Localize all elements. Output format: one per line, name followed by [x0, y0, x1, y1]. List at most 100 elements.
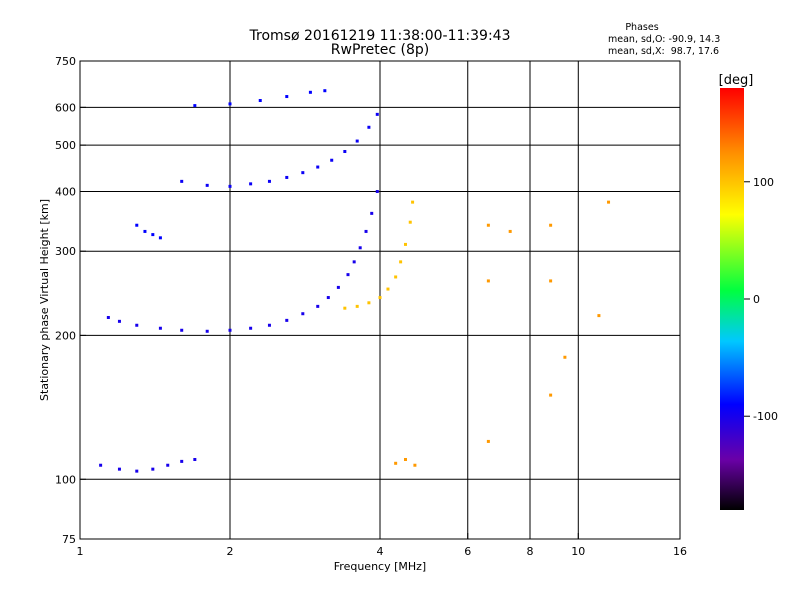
- data-point: [364, 229, 368, 233]
- stats-x-line: mean, sd,X: 98.7, 17.6: [608, 46, 719, 57]
- y-tick-label: 600: [55, 101, 76, 114]
- colorbar-tick-label: -100: [753, 410, 778, 423]
- data-point: [563, 355, 567, 359]
- data-point: [316, 304, 320, 308]
- data-point: [386, 287, 390, 291]
- data-point: [135, 223, 139, 227]
- data-point: [316, 165, 320, 169]
- y-tick-label: 300: [55, 245, 76, 258]
- data-point: [117, 319, 121, 323]
- y-axis-label: Stationary phase Virtual Height [km]: [38, 199, 51, 401]
- data-point: [355, 304, 359, 308]
- data-point: [143, 229, 147, 233]
- data-point: [411, 200, 415, 204]
- colorbar-label: [deg]: [719, 73, 754, 88]
- y-axis-ticks: 75 100 200 300 400 500 600 750: [55, 55, 86, 546]
- data-point: [285, 95, 289, 99]
- data-point: [336, 285, 340, 289]
- data-point: [285, 318, 289, 322]
- data-point: [180, 179, 184, 183]
- data-point: [486, 223, 490, 227]
- data-point: [549, 279, 553, 283]
- colorbar-tick-label: 100: [753, 176, 774, 189]
- y-tick-label: 400: [55, 185, 76, 198]
- data-point: [228, 184, 232, 188]
- data-point: [370, 211, 374, 215]
- chart-subtitle: RwPretec (8p): [331, 42, 429, 58]
- data-point: [403, 242, 407, 246]
- data-point: [228, 102, 232, 106]
- data-point: [343, 306, 347, 310]
- x-tick-label: 2: [227, 545, 234, 558]
- data-point: [267, 323, 271, 327]
- data-point: [343, 149, 347, 153]
- data-point: [346, 273, 350, 277]
- data-point: [249, 326, 253, 330]
- colorbar-ticks: -100 0 100: [744, 176, 778, 423]
- data-point: [99, 463, 103, 467]
- data-point: [597, 314, 601, 318]
- grid-lines: [80, 61, 680, 539]
- data-point: [326, 296, 330, 300]
- x-tick-label: 8: [527, 545, 534, 558]
- data-point: [135, 323, 139, 327]
- colorbar: [720, 88, 744, 510]
- data-point: [193, 104, 197, 108]
- data-point: [205, 183, 209, 187]
- data-point: [193, 457, 197, 461]
- y-tick-label: 100: [55, 473, 76, 486]
- y-tick-label: 200: [55, 329, 76, 342]
- data-point: [330, 158, 334, 162]
- data-point: [267, 179, 271, 183]
- data-point: [508, 229, 512, 233]
- x-axis-label: Frequency [MHz]: [334, 560, 426, 573]
- data-point: [158, 326, 162, 330]
- data-point: [394, 461, 398, 465]
- chart-title: Tromsø 20161219 11:38:00-11:39:43: [249, 28, 511, 44]
- data-point: [367, 125, 371, 129]
- y-tick-label: 75: [62, 533, 76, 546]
- data-point: [549, 393, 553, 397]
- data-point: [151, 467, 155, 471]
- data-point: [285, 175, 289, 179]
- stats-heading: Phases: [625, 22, 658, 33]
- data-point: [205, 329, 209, 333]
- data-point: [258, 99, 262, 103]
- x-tick-label: 1: [77, 545, 84, 558]
- data-point: [355, 139, 359, 143]
- data-point: [106, 315, 110, 319]
- data-point: [135, 469, 139, 473]
- data-point: [399, 260, 403, 264]
- data-point: [607, 200, 611, 204]
- data-point: [413, 463, 417, 467]
- data-point: [358, 246, 362, 250]
- data-point: [180, 459, 184, 463]
- x-tick-label: 10: [571, 545, 585, 558]
- x-axis-ticks: 1 2 4 6 8 10 16: [77, 533, 687, 558]
- y-tick-label: 500: [55, 139, 76, 152]
- data-point: [352, 260, 356, 264]
- y-tick-label: 750: [55, 55, 76, 68]
- data-point: [408, 220, 412, 224]
- data-point: [151, 233, 155, 237]
- data-point: [549, 223, 553, 227]
- data-point: [228, 328, 232, 332]
- data-point: [486, 439, 490, 443]
- data-point: [249, 182, 253, 186]
- stats-o-line: mean, sd,O: -90.9, 14.3: [608, 34, 720, 45]
- data-point: [308, 90, 312, 94]
- data-point: [180, 328, 184, 332]
- data-point: [158, 236, 162, 240]
- data-point: [166, 463, 170, 467]
- data-points: [99, 89, 611, 473]
- data-point: [394, 275, 398, 279]
- data-point: [323, 89, 327, 93]
- colorbar-tick-label: 0: [753, 293, 760, 306]
- x-tick-label: 6: [464, 545, 471, 558]
- data-point: [367, 301, 371, 305]
- data-point: [403, 457, 407, 461]
- data-point: [301, 312, 305, 316]
- data-point: [301, 171, 305, 175]
- data-point: [117, 467, 121, 471]
